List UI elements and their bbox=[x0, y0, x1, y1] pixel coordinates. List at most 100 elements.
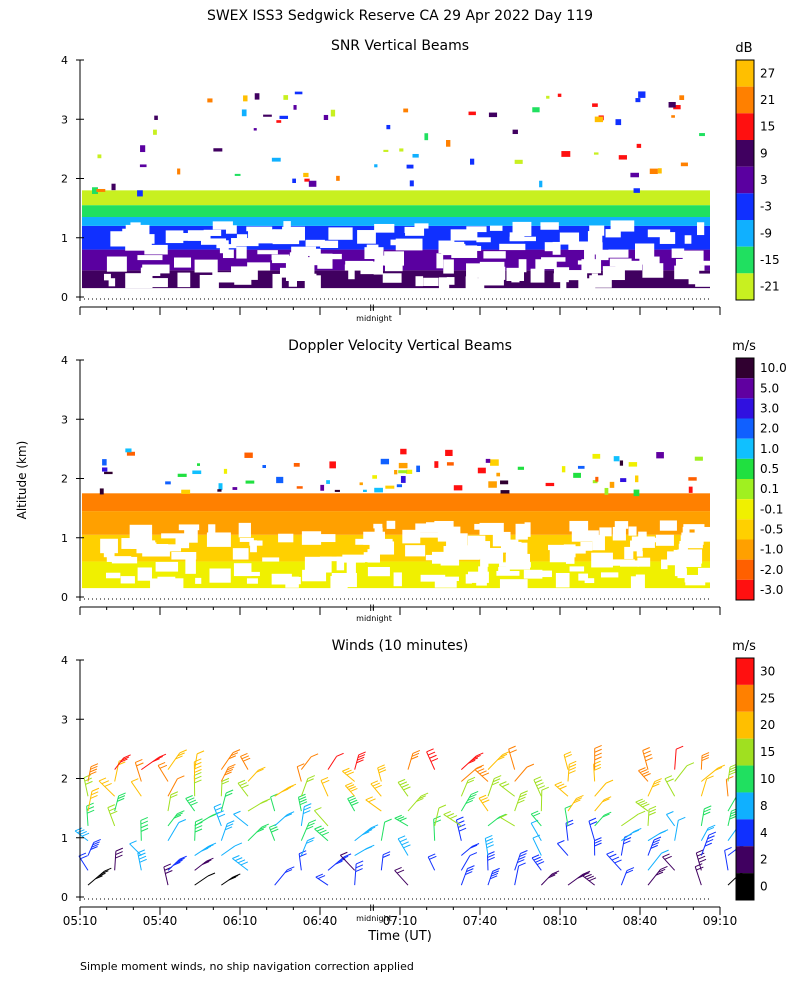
wind-barb bbox=[725, 779, 729, 797]
wind-barb-flag bbox=[457, 820, 465, 825]
data-gap bbox=[336, 556, 345, 571]
echo-speck bbox=[673, 105, 681, 110]
data-gap bbox=[489, 225, 503, 231]
wind-barb-flag bbox=[349, 799, 358, 804]
wind-barb bbox=[700, 778, 708, 797]
echo-speck bbox=[207, 98, 213, 103]
colorbar-label: 1.0 bbox=[760, 442, 779, 456]
wind-barb bbox=[185, 798, 196, 812]
data-gap bbox=[373, 262, 383, 275]
colorbar-swatch bbox=[736, 765, 754, 793]
data-gap bbox=[272, 273, 282, 289]
wind-barb-flag bbox=[485, 834, 493, 839]
echo-speck bbox=[477, 467, 486, 474]
wind-barb-flag bbox=[729, 815, 737, 820]
wind-barb bbox=[98, 780, 116, 797]
wind-barb-flag bbox=[235, 857, 243, 862]
echo-speck bbox=[657, 168, 662, 174]
wind-barb-flag bbox=[304, 803, 312, 808]
wind-barb-flag bbox=[653, 780, 661, 785]
data-gap bbox=[279, 267, 294, 278]
echo-speck bbox=[633, 489, 640, 497]
echo-speck bbox=[304, 178, 310, 182]
echo-speck bbox=[604, 487, 609, 495]
wind-barb-flag bbox=[614, 859, 622, 864]
wind-barb bbox=[194, 753, 198, 770]
colorbar-swatch bbox=[736, 539, 754, 560]
wind-barb-flag bbox=[707, 835, 715, 840]
wind-barb-flag bbox=[466, 868, 474, 873]
wind-barb-flag bbox=[286, 811, 295, 816]
wind-barb-flag bbox=[469, 793, 477, 798]
echo-speck bbox=[488, 112, 498, 118]
wind-barb-flag bbox=[605, 779, 614, 784]
wind-barb bbox=[460, 855, 471, 871]
wind-barb-flag bbox=[501, 783, 510, 788]
wind-barb-flag bbox=[90, 794, 98, 799]
data-gap bbox=[142, 550, 170, 557]
wind-barb-flag bbox=[208, 842, 217, 847]
echo-speck bbox=[177, 168, 181, 175]
panel-title: SNR Vertical Beams bbox=[331, 38, 469, 54]
wind-barb-flag bbox=[271, 828, 279, 833]
echo-speck bbox=[500, 490, 510, 494]
data-gap bbox=[584, 578, 595, 584]
wind-barb-flag bbox=[303, 810, 311, 815]
colorbar-swatch bbox=[736, 792, 754, 820]
wind-barb-flag bbox=[152, 758, 160, 763]
echo-speck bbox=[613, 456, 620, 462]
wind-barb-flag bbox=[227, 820, 235, 825]
data-gap bbox=[472, 545, 484, 559]
wind-barb-flag bbox=[230, 752, 239, 757]
wind-barb-flag bbox=[233, 810, 241, 815]
wind-barb bbox=[674, 765, 688, 782]
wind-barb-flag bbox=[92, 841, 100, 846]
data-gap bbox=[187, 230, 211, 241]
wind-barb bbox=[666, 814, 676, 827]
data-gap bbox=[637, 557, 651, 567]
wind-barb bbox=[582, 875, 595, 886]
echo-speck bbox=[434, 461, 439, 468]
data-gap bbox=[468, 571, 489, 583]
wind-barb-flag bbox=[486, 841, 494, 846]
wind-barb-flag bbox=[377, 764, 385, 769]
wind-barb-flag bbox=[634, 827, 642, 832]
data-gap bbox=[246, 578, 258, 584]
data-gap bbox=[232, 548, 249, 560]
wind-barb-flag bbox=[535, 779, 543, 784]
colorbar-swatch bbox=[736, 60, 754, 87]
wind-barb-flag bbox=[177, 775, 185, 780]
echo-speck bbox=[97, 154, 102, 159]
y-tick-label: 4 bbox=[61, 354, 68, 367]
data-gap bbox=[505, 553, 531, 570]
data-gap bbox=[285, 269, 307, 281]
wind-barb-flag bbox=[368, 798, 376, 803]
echo-speck bbox=[416, 465, 421, 473]
wind-barb-flag bbox=[623, 837, 632, 841]
wind-barb-flag bbox=[652, 783, 660, 788]
wind-barb-flag bbox=[355, 868, 363, 873]
echo-speck bbox=[609, 481, 615, 488]
wind-barb-flag bbox=[348, 797, 357, 802]
data-gap bbox=[518, 259, 527, 273]
wind-barb-flag bbox=[131, 778, 139, 783]
wind-barb-flag bbox=[348, 786, 356, 790]
wind-barb-flag bbox=[594, 837, 602, 842]
echo-speck bbox=[512, 129, 518, 135]
data-gap bbox=[509, 232, 525, 242]
echo-speck bbox=[468, 111, 476, 116]
echo-speck bbox=[137, 190, 143, 197]
wind-barb-flag bbox=[86, 809, 95, 814]
echo-speck bbox=[618, 155, 627, 160]
data-gap bbox=[357, 230, 376, 244]
echo-speck bbox=[380, 458, 390, 465]
colorbar-frame bbox=[735, 357, 755, 601]
wind-barb-flag bbox=[480, 797, 488, 802]
wind-barb-flag bbox=[345, 782, 353, 787]
wind-barb bbox=[662, 856, 676, 871]
y-tick-label: 3 bbox=[61, 713, 68, 726]
data-gap bbox=[257, 250, 278, 255]
wind-barb-flag bbox=[568, 770, 576, 775]
data-gap bbox=[553, 273, 569, 283]
figure-title: SWEX ISS3 Sedgwick Reserve CA 29 Apr 202… bbox=[207, 8, 593, 24]
